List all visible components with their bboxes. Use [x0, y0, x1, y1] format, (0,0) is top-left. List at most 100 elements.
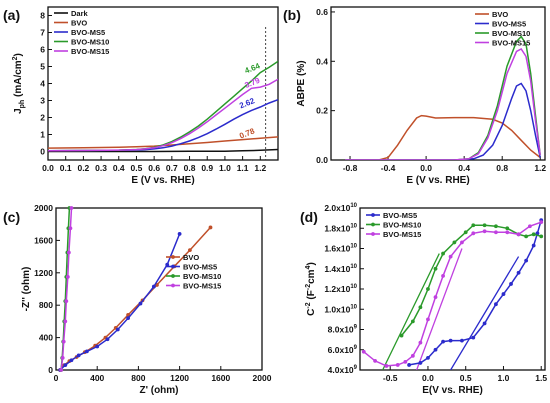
x-tick-label: 0.8: [184, 163, 196, 173]
y-tick-text: 8: [40, 11, 45, 21]
data-point: [407, 363, 411, 367]
y-tick-label: 0: [40, 147, 45, 157]
data-point: [426, 317, 430, 322]
data-point: [59, 368, 64, 372]
x-tick-label: 800: [131, 373, 145, 383]
data-point: [433, 295, 438, 299]
y-tick-label: 5: [40, 62, 45, 72]
data-point: [471, 231, 476, 236]
y-tick-label: 0.4: [316, 56, 328, 66]
y-tick-label: 6.0x109: [328, 345, 358, 355]
data-point: [410, 353, 415, 358]
x-axis-label: Z' (ohm): [139, 385, 178, 396]
series-line-1: [400, 224, 542, 337]
panel-4: (d)-0.5 0.0 0.5 1.0 1.54.0x1096.0x1098.0x109…: [300, 203, 547, 396]
legend-label: BVO-MS15: [383, 230, 421, 239]
y-axis-label-main: -Z'' (ohm): [21, 267, 32, 312]
data-label: 2.62: [238, 96, 256, 110]
legend-label: BVO: [492, 10, 508, 19]
y-tick-exponent: 9: [354, 365, 358, 371]
data-point: [501, 292, 506, 296]
fit-line: [382, 253, 440, 370]
y-tick-text: 1.6x10: [324, 244, 350, 254]
y-tick-label: 1.2x1010: [324, 284, 357, 294]
data-point: [61, 339, 66, 344]
data-point: [69, 206, 74, 210]
legend-marker: [171, 264, 175, 269]
data-point: [64, 299, 69, 304]
x-tick-label: 2000: [253, 373, 272, 383]
panel-label: (a): [3, 7, 20, 23]
data-point: [524, 234, 529, 239]
x-tick-label: -0.4: [381, 163, 396, 173]
y-tick-exponent: 9: [354, 345, 358, 351]
x-tick-label: 400: [90, 373, 104, 383]
y-tick-label: 2.0x1010: [324, 203, 357, 213]
y-tick-text: 2: [40, 113, 45, 123]
data-point: [68, 226, 73, 231]
legend-label: BVO-MS10: [492, 29, 530, 38]
data-point: [115, 327, 120, 332]
data-point: [433, 266, 438, 271]
series-line-4: [48, 78, 278, 152]
data-point: [531, 243, 536, 248]
y-tick-label: 1.8x1010: [324, 223, 357, 233]
y-tick-label: 400: [39, 333, 53, 343]
data-point: [505, 230, 510, 235]
legend-label: BVO-MS5: [383, 211, 417, 220]
panel-3: (c) 0 400 800 1200 1600 2000 0 400 800 1200 1600 200…: [3, 203, 272, 396]
data-point: [165, 262, 170, 267]
panel-1: (a) 0.0 0.1 0.2 0.3 0.4 0.5 0.6 0.7 0.8 0.9 1.0 1.1 1…: [3, 6, 279, 186]
y-tick-text: 1600: [34, 235, 53, 245]
data-point: [426, 287, 430, 291]
y-axis-label-unit: cm: [306, 269, 317, 284]
data-point: [426, 355, 430, 360]
legend-marker: [171, 274, 175, 278]
x-tick-label: 1.0: [498, 373, 510, 383]
x-tick-label: 1600: [211, 373, 230, 383]
x-tick-label: 0: [54, 373, 59, 383]
y-tick-exponent: 9: [354, 325, 358, 331]
panel-label: (d): [300, 209, 318, 225]
data-point: [524, 258, 529, 263]
y-tick-exponent: 10: [350, 223, 357, 229]
data-point: [95, 344, 100, 349]
y-tick-text: 1.4x10: [324, 264, 350, 274]
y-tick-text: 4.0x10: [328, 365, 354, 375]
data-point: [494, 302, 498, 307]
y-tick-text: 0.4: [316, 56, 328, 66]
y-tick-text: 0.2: [316, 106, 328, 116]
x-tick-label: 1.5: [535, 373, 547, 383]
y-tick-label: 1.6x1010: [324, 244, 357, 254]
series-line-2: [60, 208, 71, 370]
y-tick-text: 1200: [34, 268, 53, 278]
y-tick-text: 6: [40, 45, 45, 55]
data-point: [373, 358, 378, 363]
legend-label: BVO: [71, 19, 87, 28]
data-point: [138, 301, 143, 306]
x-tick-label: 0.8: [496, 163, 508, 173]
data-point: [60, 355, 65, 360]
y-tick-exponent: 10: [350, 264, 357, 270]
x-tick-label: 1200: [170, 373, 189, 383]
y-axis-label-main: C: [306, 309, 317, 316]
data-point: [448, 338, 453, 343]
data-point: [399, 333, 404, 338]
y-axis-label-subscript: ph: [19, 100, 26, 109]
data-point: [494, 224, 498, 229]
series-line-0: [48, 148, 278, 153]
data-point: [177, 232, 182, 236]
x-tick-label: 0.4: [458, 163, 470, 173]
y-axis-label: Jph (mA/cm2): [12, 53, 26, 114]
y-tick-label: 2000: [34, 203, 53, 213]
y-tick-label: 1600: [34, 235, 53, 245]
y-tick-label: 1200: [34, 268, 53, 278]
legend-label: BVO-MS5: [71, 28, 105, 37]
data-point: [539, 220, 544, 225]
y-tick-label: 8: [40, 11, 45, 21]
y-tick-label: 7: [40, 28, 45, 38]
data-point: [482, 229, 487, 234]
x-tick-label: 1.2: [534, 163, 546, 173]
data-point: [505, 226, 510, 231]
